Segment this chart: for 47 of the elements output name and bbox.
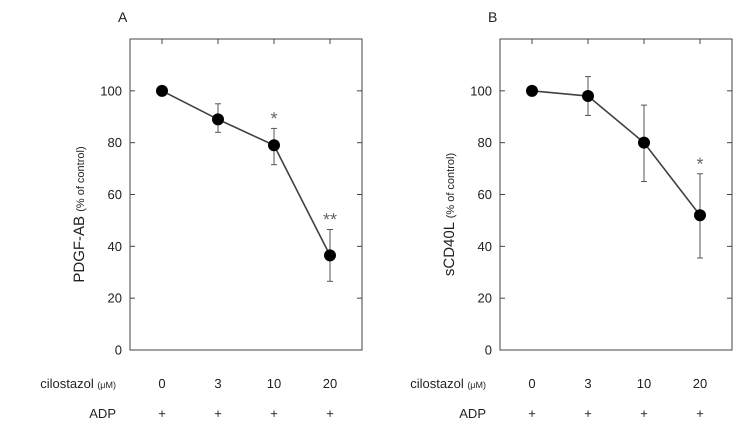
y-tick-label: 80 — [478, 135, 492, 150]
y-tick-label: 0 — [484, 342, 492, 358]
text: + — [214, 406, 222, 421]
y-axis-title: PDGF-AB (% of control) — [71, 146, 88, 283]
x-tick-label: 10 — [636, 376, 652, 391]
y-tick-label: 0 — [114, 342, 122, 358]
y-tick-label: 40 — [108, 238, 122, 254]
text: ADP — [459, 406, 486, 421]
x-axis-title: cilostazol (μM) — [410, 376, 486, 391]
y-tick-label: 40 — [478, 238, 492, 254]
x-tick-label: 10 — [266, 376, 282, 391]
data-label: * — [270, 108, 278, 128]
point — [212, 113, 224, 126]
point — [526, 84, 538, 97]
text: + — [584, 406, 592, 421]
x-axis-title: cilostazol (μM) — [40, 376, 116, 391]
data-label: * — [696, 154, 704, 174]
text: + — [640, 406, 648, 421]
point — [694, 209, 706, 222]
x-tick-label: 3 — [214, 376, 222, 391]
text: + — [528, 406, 536, 421]
point — [324, 249, 336, 262]
data-label: ** — [322, 209, 338, 230]
y-tick-label: 20 — [108, 290, 122, 306]
point — [268, 139, 280, 152]
y-tick-label: 100 — [470, 83, 492, 98]
y-tick-label: 80 — [108, 135, 122, 150]
y-tick-label: 20 — [478, 290, 492, 306]
text: + — [696, 406, 704, 421]
chart-title: B — [488, 9, 498, 25]
point — [582, 90, 594, 102]
y-tick-label: 100 — [100, 83, 122, 98]
x-tick-label: 20 — [322, 376, 338, 391]
text: + — [158, 406, 166, 421]
y-tick-label: 60 — [108, 187, 122, 202]
text: + — [326, 406, 334, 421]
point — [156, 84, 168, 97]
x-tick-label: 0 — [158, 376, 166, 391]
text: ADP — [89, 406, 116, 421]
x-tick-label: 0 — [528, 376, 536, 391]
x-tick-label: 20 — [692, 376, 708, 391]
y-axis-title: sCD40L (% of control) — [441, 152, 458, 276]
chart-title: A — [118, 9, 128, 25]
point — [638, 136, 650, 149]
text: + — [270, 406, 278, 421]
y-tick-label: 60 — [478, 187, 492, 202]
x-tick-label: 3 — [584, 376, 592, 391]
